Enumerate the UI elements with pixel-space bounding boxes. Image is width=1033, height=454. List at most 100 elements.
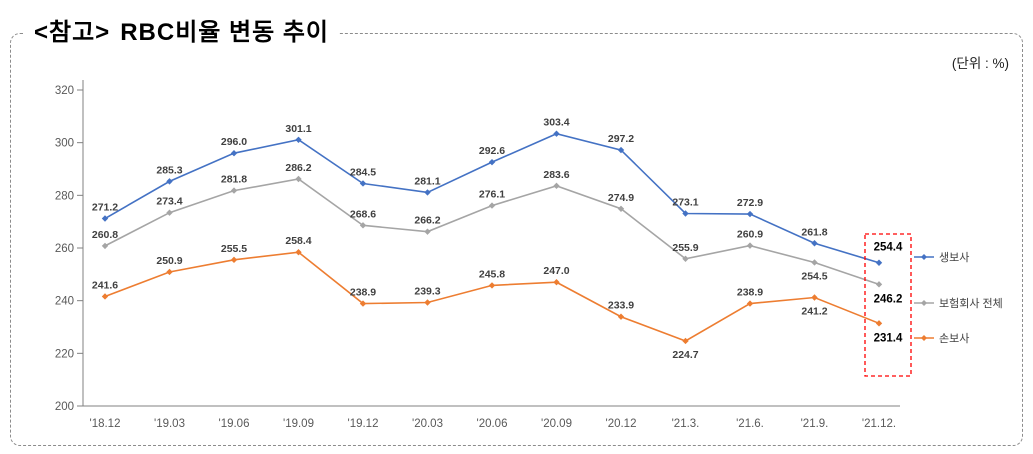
highlight-box bbox=[864, 233, 912, 377]
x-tick-label: '18.12 bbox=[90, 418, 121, 430]
legend-label: 보험회사 전체 bbox=[939, 297, 1003, 310]
data-label: 273.1 bbox=[672, 197, 698, 209]
x-tick-label: '20.12 bbox=[606, 418, 637, 430]
data-label: 274.9 bbox=[608, 192, 634, 204]
data-label-final: 254.4 bbox=[874, 242, 903, 254]
data-label: 260.9 bbox=[737, 229, 763, 241]
data-point bbox=[746, 242, 754, 249]
legend-marker bbox=[921, 335, 927, 341]
data-label: 261.8 bbox=[801, 226, 827, 238]
rbc-line-chart: 200 220 240 260 280 300 320 '18.12 '19.03 '19.06 '… bbox=[55, 80, 1003, 430]
data-point bbox=[553, 182, 560, 190]
data-label: 283.6 bbox=[543, 169, 569, 181]
data-label: 260.8 bbox=[92, 229, 118, 241]
data-point bbox=[488, 282, 496, 289]
data-label: 255.9 bbox=[672, 242, 698, 254]
data-point bbox=[811, 294, 818, 301]
data-label: 296.0 bbox=[221, 136, 247, 148]
data-point bbox=[488, 158, 496, 166]
data-point bbox=[875, 281, 883, 288]
data-point bbox=[553, 279, 560, 286]
data-point bbox=[295, 175, 302, 183]
data-label: 271.2 bbox=[92, 202, 118, 214]
y-tick-label: 280 bbox=[55, 190, 74, 202]
data-point bbox=[488, 202, 496, 209]
legend-label: 생보사 bbox=[939, 251, 969, 264]
data-label: 301.1 bbox=[285, 123, 311, 135]
data-point bbox=[553, 130, 560, 137]
unit-label: (단위 : %) bbox=[951, 56, 1009, 71]
data-point bbox=[359, 222, 367, 229]
data-point bbox=[424, 228, 431, 235]
data-point bbox=[875, 259, 883, 266]
y-tick-label: 200 bbox=[55, 401, 74, 413]
data-point bbox=[617, 205, 625, 212]
data-label-final: 246.2 bbox=[874, 293, 903, 305]
data-label: 297.2 bbox=[608, 133, 634, 145]
x-tick-label: '21.3. bbox=[672, 418, 700, 430]
legend-marker bbox=[921, 254, 927, 260]
data-label: 247.0 bbox=[543, 265, 569, 277]
y-tick-label: 260 bbox=[55, 243, 74, 255]
data-label: 239.3 bbox=[414, 286, 440, 298]
data-point bbox=[811, 240, 818, 247]
data-point bbox=[746, 210, 754, 218]
data-point bbox=[746, 300, 754, 307]
data-label: 276.1 bbox=[479, 189, 505, 201]
y-tick-label: 300 bbox=[55, 138, 74, 150]
data-label: 233.9 bbox=[608, 300, 634, 312]
data-point bbox=[166, 268, 173, 276]
x-tick-label: '20.06 bbox=[477, 418, 508, 430]
data-label: 303.4 bbox=[543, 117, 569, 129]
data-point bbox=[359, 300, 367, 307]
data-point bbox=[359, 180, 367, 187]
x-tick-label: '19.03 bbox=[154, 418, 185, 430]
chart-frame bbox=[10, 33, 1023, 446]
page-title-prefix: <참고> bbox=[34, 19, 111, 46]
x-tick-label: '19.06 bbox=[219, 418, 250, 430]
data-point bbox=[617, 313, 625, 320]
data-point bbox=[811, 259, 818, 266]
data-point bbox=[295, 249, 302, 256]
data-point bbox=[230, 256, 238, 264]
data-label: 285.3 bbox=[156, 164, 182, 176]
data-label: 281.8 bbox=[221, 174, 247, 186]
x-tick-label: '21.9. bbox=[801, 418, 829, 430]
data-point bbox=[424, 189, 431, 196]
data-label-final: 231.4 bbox=[874, 332, 903, 344]
data-label: 272.9 bbox=[737, 197, 763, 209]
data-point bbox=[101, 293, 109, 300]
y-tick-label: 320 bbox=[55, 85, 74, 97]
data-point bbox=[166, 178, 173, 185]
y-tick-label: 220 bbox=[55, 348, 74, 360]
data-label: 268.6 bbox=[350, 208, 376, 220]
data-label: 245.8 bbox=[479, 268, 505, 280]
legend-label: 손보사 bbox=[939, 332, 969, 345]
x-tick-label: '19.09 bbox=[283, 418, 314, 430]
x-tick-label: '20.09 bbox=[541, 418, 572, 430]
data-point bbox=[295, 136, 302, 143]
x-tick-label: '19.12 bbox=[348, 418, 379, 430]
data-point bbox=[682, 210, 689, 217]
page-title-main: RBC비율 변동 추이 bbox=[120, 19, 330, 46]
data-label: 254.5 bbox=[801, 270, 827, 282]
data-label: 281.1 bbox=[414, 175, 440, 187]
data-point bbox=[424, 299, 431, 306]
data-label: 273.4 bbox=[156, 196, 182, 208]
data-label: 258.4 bbox=[285, 235, 311, 247]
data-point bbox=[166, 209, 173, 216]
data-point bbox=[682, 255, 689, 262]
data-label: 286.2 bbox=[285, 162, 311, 174]
y-tick-label: 240 bbox=[55, 296, 74, 308]
x-tick-label: '20.03 bbox=[412, 418, 443, 430]
data-label: 255.5 bbox=[221, 243, 247, 255]
data-label: 224.7 bbox=[672, 349, 698, 361]
data-point bbox=[101, 215, 109, 222]
data-label: 241.6 bbox=[92, 279, 118, 291]
data-point bbox=[230, 150, 238, 157]
data-point bbox=[617, 146, 625, 154]
data-label: 238.9 bbox=[737, 287, 763, 299]
data-label: 241.2 bbox=[801, 306, 827, 318]
data-point bbox=[875, 320, 883, 327]
data-label: 250.9 bbox=[156, 255, 182, 267]
